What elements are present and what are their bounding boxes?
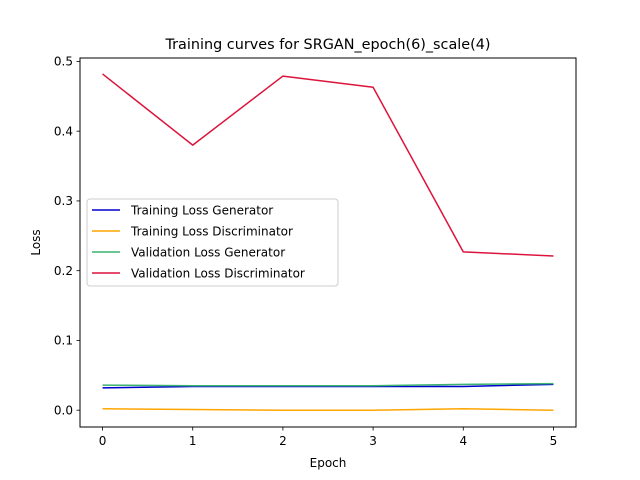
x-axis: 0 1 2 3 4 5 [99,427,558,448]
x-tick-label: 2 [279,434,287,448]
x-tick-label: 4 [459,434,467,448]
y-tick-label: 0.5 [54,55,73,69]
legend: Training Loss Generator Training Loss Dis… [86,198,339,287]
y-axis: 0.0 0.1 0.2 0.3 0.4 0.5 [54,55,80,417]
legend-label-0: Training Loss Generator [130,203,273,217]
x-tick-label: 1 [189,434,197,448]
y-tick-label: 0.3 [54,194,73,208]
legend-box [86,198,339,287]
chart-title: Training curves for SRGAN_epoch(6)_scale… [164,37,490,53]
x-tick-label: 0 [99,434,107,448]
series-line-2 [102,382,554,387]
series-line-3 [102,73,554,257]
y-tick-label: 0.4 [54,124,73,138]
series-line-1 [102,408,554,411]
x-tick-label: 3 [369,434,377,448]
y-tick-label: 0.0 [54,403,73,417]
legend-label-3: Validation Loss Discriminator [131,266,305,280]
y-axis-label: Loss [29,229,43,255]
legend-label-1: Training Loss Discriminator [130,224,293,238]
plot-frame [79,57,577,428]
legend-label-2: Validation Loss Generator [131,245,285,259]
x-tick-label: 5 [550,434,558,448]
y-tick-label: 0.2 [54,264,73,278]
y-tick-label: 0.1 [54,334,73,348]
x-axis-label: Epoch [310,456,347,470]
series-layer [102,73,554,411]
